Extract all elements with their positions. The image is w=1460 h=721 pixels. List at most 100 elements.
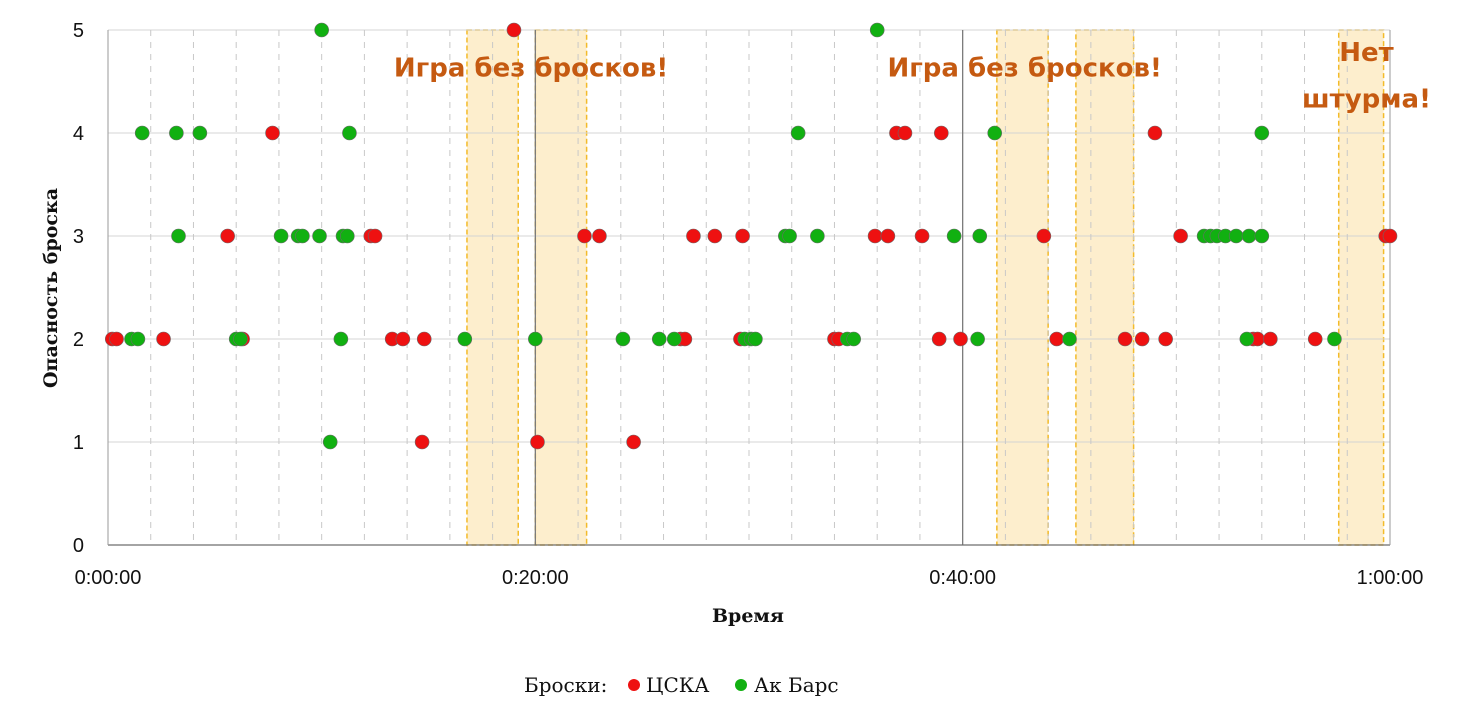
x-tick-label-40: 0:40:00: [929, 567, 996, 589]
legend-marker-akbars: [735, 679, 747, 691]
shot-point-s0-7: [367, 228, 383, 244]
shot-point-s1-17: [342, 125, 357, 141]
shot-point-s0-43: [1307, 331, 1323, 347]
shot-point-s0-5: [265, 125, 280, 141]
shot-point-s1-1: [130, 331, 146, 347]
shot-point-s1-33: [946, 228, 962, 244]
shot-point-s0-45: [1382, 228, 1398, 244]
shot-point-s1-31: [846, 331, 861, 347]
shot-point-s1-20: [615, 331, 631, 347]
shot-point-s1-42: [1228, 228, 1244, 244]
shot-point-s0-28: [897, 125, 913, 141]
shot-point-s0-19: [686, 228, 701, 244]
x-axis-title: Время: [712, 605, 784, 627]
shot-point-s0-13: [530, 434, 545, 450]
legend: Броски: ЦСКА Ак Барс: [524, 673, 839, 697]
shot-point-s1-13: [322, 434, 338, 450]
no-shots-band-3: [1075, 29, 1135, 546]
y-tick-label-1: 1: [73, 432, 84, 454]
shot-point-s1-22: [666, 331, 682, 347]
shot-point-s0-26: [880, 228, 896, 244]
shot-point-s0-20: [707, 228, 723, 244]
shot-point-s1-5: [192, 125, 208, 141]
shot-point-s0-39: [1173, 228, 1188, 244]
x-tick-label-0: 0:00:00: [75, 567, 142, 589]
shot-point-s0-2: [156, 331, 171, 347]
shot-point-s1-7: [233, 331, 248, 347]
shot-point-s0-29: [914, 228, 930, 244]
shot-point-s1-37: [1062, 331, 1077, 347]
shot-point-s1-32: [869, 22, 885, 38]
shot-point-s1-24: [782, 228, 797, 244]
shot-point-s1-45: [1254, 125, 1270, 141]
shot-point-s1-18: [457, 331, 473, 347]
no-shots-band-4: [1337, 29, 1385, 546]
shot-point-s1-21: [651, 331, 667, 347]
no-shots-bands: [466, 29, 1385, 546]
shot-point-s0-36: [1134, 331, 1150, 347]
shot-point-s1-2: [134, 125, 150, 141]
legend-label-cska: ЦСКА: [646, 673, 709, 697]
shot-point-s0-35: [1117, 331, 1133, 347]
shot-point-s0-1: [109, 331, 124, 347]
no-shots-band-1: [534, 29, 588, 546]
shot-point-s1-34: [972, 228, 988, 244]
shot-point-s1-44: [1241, 228, 1257, 244]
shot-point-s0-16: [626, 434, 641, 450]
shot-point-s0-37: [1147, 125, 1163, 141]
shot-point-s0-34: [1049, 331, 1064, 347]
legend-prefix: Броски:: [524, 673, 607, 697]
shot-point-s0-38: [1158, 331, 1173, 347]
data-points: [104, 22, 1398, 450]
shot-point-s1-8: [273, 228, 289, 244]
y-tick-label-2: 2: [73, 329, 84, 351]
shot-point-s1-47: [1327, 331, 1342, 347]
no-shots-band-2: [996, 29, 1049, 546]
shot-point-s1-16: [340, 228, 355, 244]
axes: 0 1 2 3 4 5 0:00:00 0:20:00 0:40:00 1:00:00: [73, 20, 1423, 589]
y-tick-label-4: 4: [73, 123, 84, 145]
shot-point-s0-12: [506, 22, 522, 38]
shot-point-s1-14: [333, 331, 349, 347]
shot-point-s0-32: [953, 331, 968, 347]
annotation-1: Игра без бросков!: [887, 53, 1161, 83]
shot-point-s0-11: [414, 434, 430, 450]
shot-point-s0-3: [220, 228, 235, 244]
shot-point-s0-10: [416, 331, 432, 347]
shot-point-s1-25: [790, 125, 806, 141]
shot-point-s0-14: [577, 228, 592, 244]
shot-point-s0-22: [735, 228, 750, 244]
annotation-3: штурма!: [1302, 84, 1431, 114]
x-tick-label-60: 1:00:00: [1357, 567, 1424, 589]
shot-point-s1-43: [1239, 331, 1255, 347]
y-tick-label-5: 5: [73, 20, 84, 42]
shot-point-s1-19: [528, 331, 543, 347]
shot-point-s1-46: [1254, 228, 1270, 244]
shot-point-s0-30: [931, 331, 947, 347]
shot-point-s0-25: [867, 228, 883, 244]
annotation-2: Нет: [1339, 38, 1393, 68]
y-tick-label-0: 0: [73, 535, 84, 557]
shot-point-s0-31: [933, 125, 949, 141]
shot-point-s0-9: [395, 331, 411, 347]
shot-point-s1-35: [970, 331, 985, 347]
shot-point-s1-36: [987, 125, 1003, 141]
shot-point-s0-42: [1263, 331, 1278, 347]
x-tick-label-20: 0:20:00: [502, 567, 569, 589]
shot-point-s1-4: [171, 228, 186, 244]
shot-point-s1-10: [295, 228, 310, 244]
shot-point-s1-11: [312, 228, 327, 244]
y-tick-label-3: 3: [73, 226, 84, 248]
shot-point-s1-29: [748, 331, 763, 347]
legend-label-akbars: Ак Барс: [754, 673, 839, 697]
grid: [108, 29, 1390, 545]
shot-point-s1-12: [314, 22, 329, 38]
shot-point-s1-26: [810, 228, 825, 244]
shot-point-s0-15: [592, 228, 607, 244]
annotations: Игра без бросков! Игра без бросков! Нет шту…: [394, 38, 1431, 114]
annotation-0: Игра без бросков!: [394, 53, 668, 83]
legend-marker-cska: [628, 679, 640, 691]
shot-point-s0-33: [1036, 228, 1052, 244]
shot-point-s1-3: [169, 125, 184, 141]
